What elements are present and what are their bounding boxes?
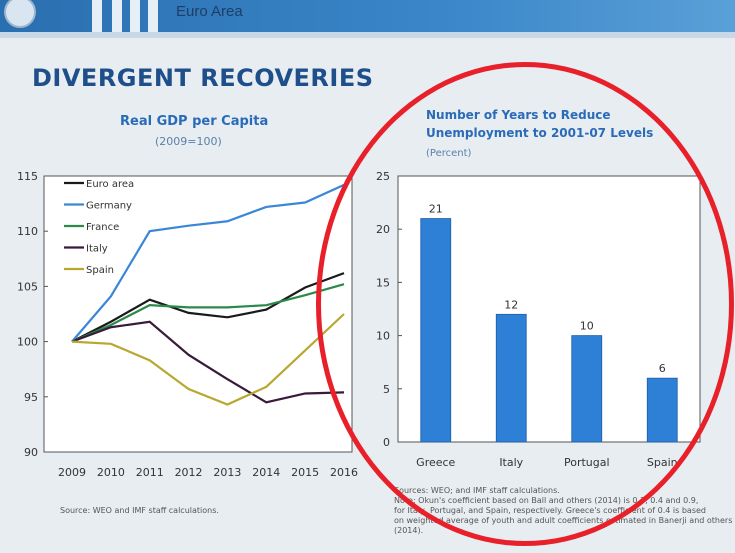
gdp-x-tick-label: 2014: [252, 466, 280, 479]
imf-logo: [4, 0, 36, 28]
gdp-y-tick-label: 110: [17, 225, 38, 238]
header-stripe: [130, 0, 140, 32]
gdp-y-tick-label: 90: [24, 446, 38, 459]
gdp-series-line: [71, 313, 345, 406]
gdp-series-line: [71, 320, 345, 404]
header-stripe: [112, 0, 122, 32]
gdp-chart-source: Source: WEO and IMF staff calculations.: [60, 506, 219, 515]
gdp-y-tick-label: 115: [17, 170, 38, 183]
gdp-legend-label: Italy: [86, 244, 108, 255]
header-stripe: [148, 0, 158, 32]
page-title: DIVERGENT RECOVERIES: [32, 64, 374, 92]
gdp-legend-label: France: [86, 222, 119, 233]
unemp-source-line: (2014).: [394, 526, 424, 535]
gdp-x-tick-label: 2010: [97, 466, 125, 479]
gdp-x-tick-label: 2009: [58, 466, 86, 479]
gdp-legend-label: Germany: [86, 201, 132, 212]
gdp-series-line: [71, 283, 345, 343]
gdp-series-line: [71, 183, 345, 343]
gdp-y-tick-label: 100: [17, 336, 38, 349]
gdp-x-tick-label: 2012: [175, 466, 203, 479]
gdp-y-tick-label: 105: [17, 280, 38, 293]
gdp-series-line: [71, 272, 345, 343]
gdp-y-tick-label: 95: [24, 391, 38, 404]
gdp-x-tick-label: 2015: [291, 466, 319, 479]
gdp-legend-label: Spain: [86, 265, 114, 276]
gdp-chart-subtitle: (2009=100): [155, 135, 222, 148]
header-band: Euro Area: [0, 0, 735, 38]
gdp-x-tick-label: 2013: [213, 466, 241, 479]
header-stripe: [92, 0, 102, 32]
gdp-x-tick-label: 2011: [136, 466, 164, 479]
header-title: Euro Area: [176, 3, 243, 20]
red-circle-annotation: [316, 62, 734, 546]
gdp-chart-title: Real GDP per Capita: [120, 114, 269, 129]
gdp-x-tick-label: 2016: [330, 466, 358, 479]
gdp-legend-label: Euro area: [86, 179, 134, 190]
